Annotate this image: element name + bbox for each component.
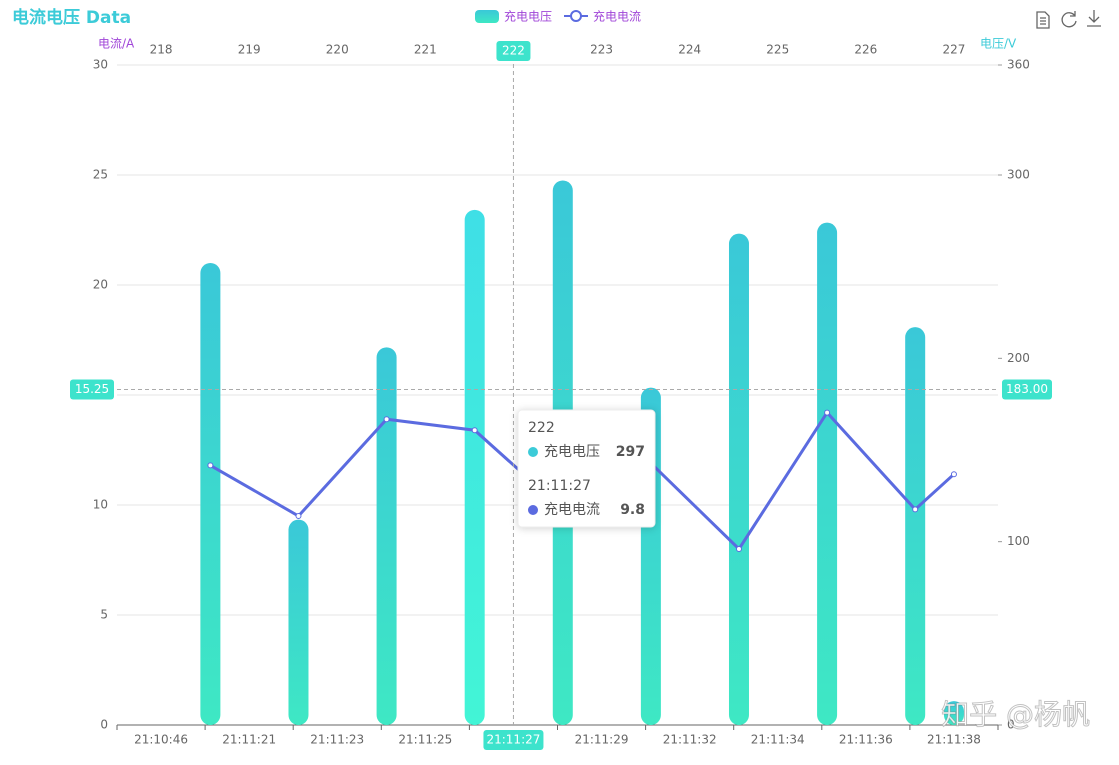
y2-axis-name: 电压/V — [980, 37, 1017, 51]
y-tick-label: 20 — [93, 278, 108, 292]
x-tick-label: 21:11:34 — [751, 733, 805, 747]
tooltip-name: 充电电压 — [544, 444, 600, 460]
watermark: 知乎 @杨帆 — [941, 698, 1090, 731]
x-tick-label: 21:10:46 — [134, 733, 188, 747]
tooltip-bg — [517, 409, 656, 528]
restore-icon[interactable] — [1061, 11, 1077, 28]
y-tick-label: 5 — [100, 608, 108, 622]
bar — [905, 327, 926, 725]
pointer-y-label-bg — [70, 379, 114, 400]
pointer-top-label-bg — [496, 41, 531, 61]
y-axis-name: 电流/A — [98, 37, 135, 51]
tooltip-name: 充电电流 — [544, 502, 600, 518]
bar — [943, 701, 964, 725]
line-point — [207, 462, 214, 469]
pointer-y2-label-bg — [1002, 379, 1052, 400]
legend-label: 充电电压 — [504, 9, 552, 24]
x-tick-label: 21:11:23 — [310, 733, 364, 747]
tooltip-title: 222 — [528, 420, 555, 436]
y2-tick-label: 360 — [1007, 58, 1030, 72]
legend: 充电电压 充电电流 — [475, 9, 641, 24]
bar — [376, 347, 397, 725]
line-point — [383, 416, 390, 423]
pointer-y-label: 15.25 — [75, 382, 109, 396]
bar — [200, 263, 221, 725]
toolbox[interactable] — [1036, 10, 1101, 29]
y-tick-label: 25 — [93, 168, 108, 182]
bar — [728, 233, 749, 725]
line-point — [824, 409, 831, 416]
top-tick-label: 223 — [590, 43, 613, 57]
line-point — [950, 471, 957, 478]
tooltip-dot — [528, 447, 538, 457]
x-tick-label: 21:11:32 — [663, 733, 717, 747]
top-tick-label: 219 — [238, 43, 261, 57]
legend-swatch — [570, 10, 582, 22]
top-tick-label: 220 — [326, 43, 349, 57]
y-tick-label: 0 — [100, 718, 108, 732]
tooltip-title: 21:11:27 — [528, 478, 591, 494]
y2-tick-label: 0 — [1007, 718, 1015, 732]
x-tick-label: 21:11:21 — [222, 733, 276, 747]
line-point — [735, 546, 742, 552]
y2-tick-label: 200 — [1007, 351, 1030, 365]
x-tick-label: 21:11:36 — [839, 733, 893, 747]
line-point — [912, 506, 919, 513]
tooltip-value: 297 — [616, 444, 645, 460]
top-tick-label: 221 — [414, 43, 437, 57]
y-tick-label: 10 — [93, 498, 108, 512]
bar — [288, 519, 309, 725]
top-tick-label: 225 — [766, 43, 789, 57]
top-tick-label: 226 — [854, 43, 877, 57]
legend-swatch — [475, 10, 499, 23]
line-point — [295, 513, 302, 519]
x-tick-label: 21:11:38 — [927, 733, 981, 747]
top-tick-label: 227 — [942, 43, 965, 57]
y2-tick-label: 100 — [1007, 534, 1030, 548]
pointer-x-label-bg — [483, 730, 544, 750]
tooltip: 222 充电电压 297 21:11:27 充电电流 9.8 — [517, 409, 656, 528]
y-tick-label: 30 — [93, 58, 108, 72]
y2-tick-label: 300 — [1007, 168, 1030, 182]
save-icon[interactable] — [1087, 10, 1101, 27]
tooltip-dot — [528, 505, 538, 515]
bar — [464, 209, 485, 726]
legend-label: 充电电流 — [593, 9, 641, 24]
pointer-y2-label: 183.00 — [1006, 382, 1048, 396]
x-tick-label: 21:11:25 — [398, 733, 452, 747]
x-tick-label: 21:11:29 — [575, 733, 629, 747]
bar — [817, 222, 838, 725]
top-tick-label: 218 — [150, 43, 173, 57]
tooltip-value: 9.8 — [620, 502, 645, 518]
line-point — [471, 427, 478, 434]
data-view-icon[interactable] — [1036, 11, 1050, 29]
chart-title: 电流电压 Data — [12, 7, 131, 28]
pointer-top-label: 222 — [502, 44, 525, 58]
pointer-x-label: 21:11:27 — [486, 733, 540, 747]
top-tick-label: 224 — [678, 43, 701, 57]
